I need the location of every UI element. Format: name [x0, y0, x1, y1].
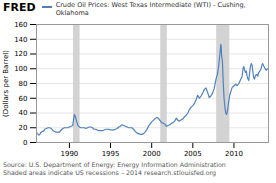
- svg-text:140: 140: [14, 35, 27, 43]
- svg-text:100: 100: [14, 65, 27, 73]
- svg-text:40: 40: [19, 109, 28, 117]
- html-text:Crude Oil Prices: West Texas I: Crude Oil Prices: West Texas Intermediat…: [55, 1, 246, 17]
- svg-text:1990: 1990: [60, 150, 78, 158]
- html-text:FRED: FRED: [3, 1, 36, 14]
- svg-text:0: 0: [23, 139, 27, 147]
- html-text:Shaded areas indicate US reces: Shaded areas indicate US recessions – 20…: [3, 168, 217, 176]
- svg-text:60: 60: [19, 94, 28, 102]
- svg-text:2000: 2000: [143, 150, 161, 158]
- svg-text:120: 120: [14, 50, 27, 58]
- html-text:Source: U.S. Department of Ene: Source: U.S. Department of Energy: Energ…: [3, 161, 226, 168]
- svg-text:160: 160: [14, 21, 27, 29]
- svg-text:1995: 1995: [102, 150, 120, 158]
- svg-text:2010: 2010: [225, 150, 243, 158]
- svg-text:80: 80: [19, 80, 28, 88]
- svg-text:(Dollars per Barrel): (Dollars per Barrel): [2, 50, 10, 117]
- svg-text:20: 20: [19, 124, 28, 132]
- svg-text:2005: 2005: [184, 150, 202, 158]
